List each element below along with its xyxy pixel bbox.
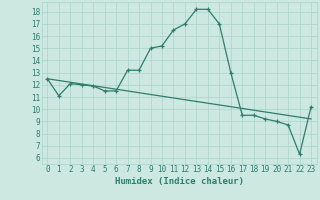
X-axis label: Humidex (Indice chaleur): Humidex (Indice chaleur)	[115, 177, 244, 186]
